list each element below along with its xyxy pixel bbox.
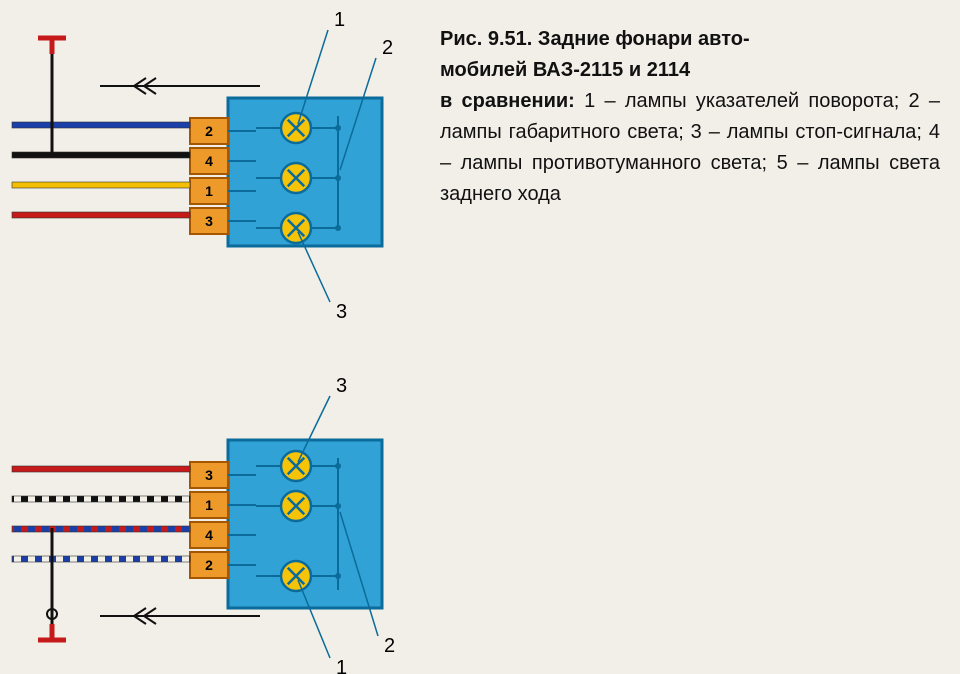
svg-text:3: 3 — [205, 467, 213, 483]
svg-text:2: 2 — [384, 635, 395, 657]
svg-text:4: 4 — [205, 153, 213, 169]
svg-text:2: 2 — [205, 123, 213, 139]
svg-text:3: 3 — [336, 375, 347, 397]
svg-text:2: 2 — [205, 557, 213, 573]
svg-text:1: 1 — [336, 657, 347, 674]
svg-text:1: 1 — [334, 9, 345, 31]
svg-text:3: 3 — [336, 301, 347, 323]
svg-text:3: 3 — [205, 213, 213, 229]
svg-text:4: 4 — [205, 527, 213, 543]
svg-text:2: 2 — [382, 37, 393, 59]
svg-text:1: 1 — [205, 497, 213, 513]
wiring-diagram-svg: 2 4 1 3 1 2 3 3 1 4 2 3 2 1 — [0, 0, 960, 674]
svg-text:1: 1 — [205, 183, 213, 199]
